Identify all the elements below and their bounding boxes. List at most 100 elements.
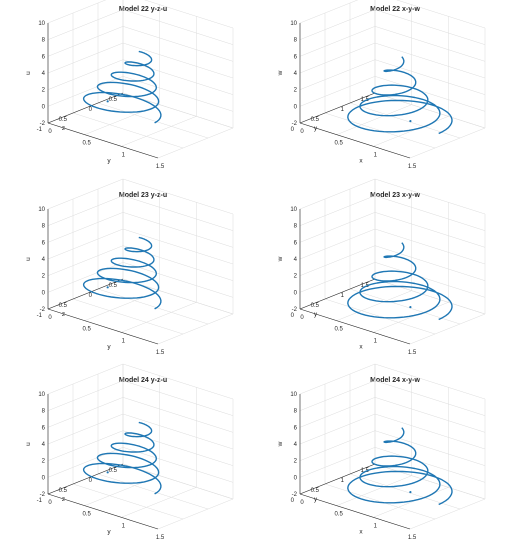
gridline-y: [97, 473, 209, 510]
x-tick-label: 1: [122, 523, 126, 529]
z-tick-label: 2: [42, 274, 46, 280]
z-tick-label: 8: [294, 38, 298, 44]
chart-title: Model 22 y-z-u: [119, 6, 167, 13]
gridline-z: [122, 26, 234, 62]
y-tick-label: -1: [37, 127, 43, 133]
start-point: [106, 286, 109, 289]
gridline-y: [72, 112, 184, 149]
gridline-z: [299, 245, 376, 276]
gridline-z: [299, 26, 376, 57]
z-tick-label: 0: [294, 104, 298, 110]
subplot-1: Model 22 y-z-u00.511.5-1-0.500.5-2024681…: [25, 0, 234, 170]
z-tick-label: 6: [42, 240, 46, 246]
z-tick-label: 4: [42, 442, 46, 448]
gridline-z: [299, 195, 376, 226]
gridline-z: [299, 397, 376, 428]
x-tick-label: 1.5: [156, 535, 165, 541]
gridline-y: [97, 288, 209, 325]
gridline-z: [374, 212, 486, 248]
gridline-z: [47, 430, 124, 461]
z-tick-label: 10: [290, 392, 297, 398]
gridline-z: [299, 9, 376, 40]
z-tick-label: 10: [38, 21, 45, 27]
gridline-z: [47, 59, 124, 90]
gridline-z: [374, 76, 486, 112]
data-curve: [347, 427, 453, 506]
chart-title: Model 24 x-y-w: [370, 377, 420, 384]
gridline-y: [97, 102, 209, 139]
y-tick-label: -1: [37, 498, 43, 504]
x-tick-label: 1: [374, 523, 378, 529]
gridline-x: [336, 290, 412, 321]
gridline-z: [299, 262, 376, 293]
y-tick-label: 0.5: [311, 488, 320, 494]
z-tick-label: 8: [294, 224, 298, 230]
start-point: [409, 119, 412, 123]
gridline-y: [349, 288, 461, 325]
gridline-z: [122, 262, 234, 298]
y-tick-label: -0.5: [57, 117, 68, 123]
z-tick-label: 10: [38, 392, 45, 398]
gridline-z: [47, 380, 124, 411]
x-tick-label: 0.5: [82, 512, 91, 518]
gridline-z: [396, 0, 486, 29]
x-axis-line: [47, 493, 159, 530]
gridline-z: [374, 245, 486, 281]
data-curve: [347, 56, 453, 135]
gridline-z: [299, 0, 359, 24]
y-tick-label: 0.5: [109, 97, 118, 103]
z-axis-label: u: [25, 257, 32, 261]
gridline-x: [336, 475, 412, 506]
z-tick-label: 0: [42, 290, 46, 296]
y-tick-label: -0.5: [57, 488, 68, 494]
z-tick-label: 4: [294, 71, 298, 77]
gridline-z: [374, 363, 486, 400]
subplot-4: Model 23 x-y-w00.511.500.511.5-20246810x…: [277, 178, 486, 356]
z-tick-label: -2: [292, 492, 298, 498]
gridline-z: [47, 212, 124, 243]
x-tick-label: 0: [300, 129, 304, 135]
data-curve: [82, 236, 162, 310]
z-tick-label: 8: [42, 38, 46, 44]
x-axis-line: [47, 122, 159, 159]
gridline-z: [299, 76, 376, 107]
z-tick-label: 6: [42, 54, 46, 60]
gridline-z: [122, 380, 234, 416]
gridline-z: [374, 59, 486, 95]
gridline-x: [336, 104, 412, 135]
x-axis-line: [299, 493, 411, 530]
y-tick-label: 1: [341, 107, 345, 113]
z-tick-label: -2: [40, 121, 46, 127]
x-axis-line: [47, 308, 159, 345]
y-tick-label: 0.5: [109, 283, 118, 289]
x-tick-label: 1: [122, 338, 126, 344]
y-axis-label: z: [62, 125, 65, 132]
gridline-z: [122, 9, 234, 45]
gridline-x: [157, 498, 234, 530]
y-tick-label: 0: [291, 313, 295, 319]
y-tick-label: 0: [291, 498, 295, 504]
z-axis-label: w: [277, 256, 284, 262]
z-axis-label: u: [25, 71, 32, 75]
y-tick-label: -0.5: [57, 303, 68, 309]
x-axis-label: x: [359, 344, 363, 351]
gridline-z: [299, 178, 376, 210]
subplot-6: Model 24 x-y-w00.511.500.511.5-20246810x…: [277, 363, 486, 541]
gridline-y: [374, 463, 486, 500]
x-tick-label: 0.5: [334, 327, 343, 333]
gridline-y: [324, 298, 436, 335]
x-axis-label: y: [107, 529, 111, 536]
x-tick-label: 1: [122, 152, 126, 158]
x-tick-label: 0.5: [82, 141, 91, 147]
gridline-z: [299, 363, 376, 395]
x-axis-label: y: [107, 158, 111, 165]
x-tick-label: 0.5: [334, 512, 343, 518]
gridline-x: [121, 116, 197, 147]
z-tick-label: 6: [294, 240, 298, 246]
x-tick-label: 1.5: [408, 535, 417, 541]
y-axis-label: y: [314, 496, 318, 503]
gridline-z: [122, 397, 234, 433]
z-tick-label: 4: [42, 71, 46, 77]
y-axis-label: z: [62, 311, 65, 318]
